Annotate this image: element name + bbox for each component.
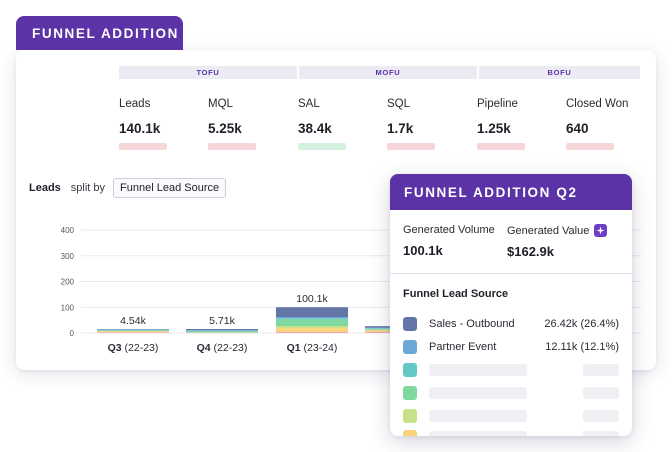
metric-value: 1.25k: [477, 121, 511, 136]
metric-sql[interactable]: SQL 1.7k: [387, 98, 472, 150]
q2-card-title: FUNNEL ADDITION Q2: [390, 174, 632, 210]
metric-leads[interactable]: Leads 140.1k: [119, 98, 204, 150]
loading-placeholder: [583, 387, 619, 399]
metric-sal[interactable]: SAL 38.4k: [298, 98, 383, 150]
metric-label: Closed Won: [566, 98, 629, 110]
source-color-swatch: [403, 409, 417, 423]
metric-bar: [208, 143, 256, 150]
source-color-swatch: [403, 430, 417, 436]
metric-value: 38.4k: [298, 121, 332, 136]
bar-total-label: 100.1k: [296, 293, 328, 305]
metric-label: Pipeline: [477, 98, 518, 110]
loading-placeholder: [583, 431, 619, 436]
lead-source-title: Funnel Lead Source: [403, 288, 509, 300]
lead-source-row-placeholder: [403, 409, 619, 423]
metric-value: 1.7k: [387, 121, 414, 136]
generated-value: Generated Value $162.9k: [507, 224, 608, 259]
lead-source-row[interactable]: Sales - Outbound 26.42k (26.4%): [403, 317, 619, 331]
lead-source-row-placeholder: [403, 386, 619, 400]
metric-label: Leads: [119, 98, 151, 110]
x-tick-label: Q4 (22-23): [197, 342, 248, 354]
lead-source-row-placeholder: [403, 430, 619, 436]
loading-placeholder: [583, 410, 619, 422]
bar-total-label: 4.54k: [120, 315, 146, 327]
bar-total-label: 5.71k: [209, 315, 235, 327]
stage-header-bofu: BOFU: [479, 66, 640, 79]
chart-controls: Leads split by Funnel Lead Source: [29, 178, 227, 198]
stage-header-mofu: MOFU: [299, 66, 477, 79]
metric-bar: [298, 143, 346, 150]
split-by-label: split by: [70, 182, 106, 194]
loading-placeholder: [429, 410, 527, 422]
bar-segment: [276, 326, 348, 329]
bar-segment: [186, 330, 258, 332]
generated-volume-value: 100.1k: [403, 243, 443, 258]
bar-segment: [186, 331, 258, 333]
lead-source-row[interactable]: Partner Event 12.11k (12.1%): [403, 340, 619, 354]
bar-segment: [186, 329, 258, 331]
loading-placeholder: [583, 364, 619, 376]
y-tick-label: 100: [61, 303, 75, 312]
lead-source-row-placeholder: [403, 363, 619, 377]
bar-segment: [276, 328, 348, 332]
metric-bar: [387, 143, 435, 150]
bar-segment: [97, 330, 169, 331]
bar-segment: [276, 307, 348, 318]
metric-bar: [119, 143, 167, 150]
source-color-swatch: [403, 340, 417, 354]
bar-segment: [276, 318, 348, 320]
metric-label: MQL: [208, 98, 233, 110]
metric-label: SQL: [387, 98, 411, 110]
generated-value-label-row: Generated Value: [507, 224, 608, 237]
loading-placeholder: [429, 364, 527, 376]
y-tick-label: 200: [61, 278, 75, 287]
metric-pipeline[interactable]: Pipeline 1.25k: [477, 98, 562, 150]
bar-segment: [97, 331, 169, 333]
stage-header-tofu: TOFU: [119, 66, 297, 79]
bar-segment: [276, 331, 348, 333]
metric-value: 5.25k: [208, 121, 242, 136]
leads-label: Leads: [29, 182, 61, 194]
q2-generated-summary: Generated Volume 100.1k Generated Value …: [390, 210, 632, 274]
generated-value-value: $162.9k: [507, 244, 554, 259]
bar-segment: [97, 332, 169, 333]
metric-value: 140.1k: [119, 121, 161, 136]
y-tick-label: 0: [70, 329, 75, 338]
source-value: 12.11k (12.1%): [545, 341, 619, 353]
x-tick-label: Q3 (22-23): [108, 342, 159, 354]
metric-label: SAL: [298, 98, 320, 110]
source-name: Sales - Outbound: [429, 318, 515, 330]
bar-segment: [97, 331, 169, 332]
source-color-swatch: [403, 386, 417, 400]
metric-closed-won[interactable]: Closed Won 640: [566, 98, 651, 150]
split-by-select[interactable]: Funnel Lead Source: [113, 178, 227, 198]
generated-volume-label: Generated Volume: [403, 224, 495, 236]
y-tick-label: 300: [61, 252, 75, 261]
metric-mql[interactable]: MQL 5.25k: [208, 98, 293, 150]
metric-bar: [566, 143, 614, 150]
funnel-addition-tab[interactable]: FUNNEL ADDITION: [16, 16, 183, 50]
loading-placeholder: [429, 431, 527, 436]
y-tick-label: 400: [61, 226, 75, 235]
bar-segment: [276, 317, 348, 319]
metric-bar: [477, 143, 525, 150]
loading-placeholder: [429, 387, 527, 399]
metric-value: 640: [566, 121, 589, 136]
ai-sparkle-icon[interactable]: [594, 224, 608, 237]
generated-volume: Generated Volume 100.1k: [403, 224, 495, 258]
source-color-swatch: [403, 317, 417, 331]
x-tick-label: Q1 (23-24): [287, 342, 338, 354]
funnel-addition-q2-card: FUNNEL ADDITION Q2 Generated Volume 100.…: [390, 174, 632, 436]
source-name: Partner Event: [429, 341, 497, 353]
source-value: 26.42k (26.4%): [544, 318, 619, 330]
bar-segment: [276, 319, 348, 327]
source-color-swatch: [403, 363, 417, 377]
generated-value-label: Generated Value: [507, 224, 590, 237]
